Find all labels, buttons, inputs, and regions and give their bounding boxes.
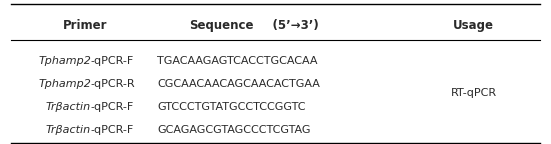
Text: Tphamp2: Tphamp2 (38, 56, 91, 66)
Text: (5’→3’): (5’→3’) (256, 19, 319, 32)
Text: TGACAAGAGTCACCTGCACAA: TGACAAGAGTCACCTGCACAA (157, 56, 317, 66)
Text: Usage: Usage (453, 19, 494, 32)
Text: GCAGAGCGTAGCCCTCGTAG: GCAGAGCGTAGCCCTCGTAG (157, 125, 311, 135)
Text: Primer: Primer (63, 19, 107, 32)
Text: CGCAACAACAGCAACACTGAA: CGCAACAACAGCAACACTGAA (157, 79, 320, 89)
Text: Tphamp2: Tphamp2 (38, 79, 91, 89)
Text: -qPCR-F: -qPCR-F (91, 102, 134, 112)
Text: -qPCR-F: -qPCR-F (91, 56, 134, 66)
Text: Trβactin: Trβactin (46, 125, 91, 135)
Text: RT-qPCR: RT-qPCR (451, 88, 497, 98)
Text: -qPCR-F: -qPCR-F (91, 125, 134, 135)
Text: -qPCR-R: -qPCR-R (91, 79, 136, 89)
Text: Sequence: Sequence (189, 19, 253, 32)
Text: Trβactin: Trβactin (46, 102, 91, 112)
Text: GTCCCTGTATGCCTCCGGTC: GTCCCTGTATGCCTCCGGTC (157, 102, 306, 112)
